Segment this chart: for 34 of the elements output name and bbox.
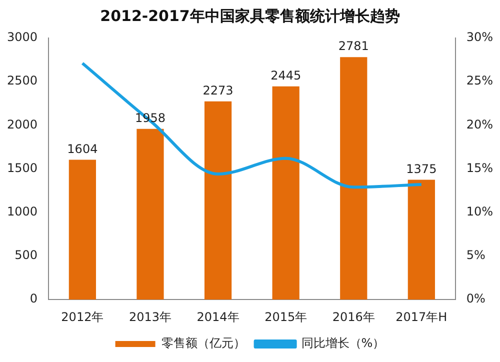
y-tick-label: 1000 xyxy=(6,204,38,219)
y2-tick-label: 5% xyxy=(466,248,486,262)
bar xyxy=(204,101,232,300)
y2-tick-label: 0% xyxy=(466,292,486,306)
x-tick-label: 2013年 xyxy=(128,310,172,324)
y-tick-label: 1500 xyxy=(6,160,38,175)
x-tick-label: 2016年 xyxy=(332,310,375,324)
bar xyxy=(136,128,164,300)
y2-tick-label: 20% xyxy=(466,117,493,132)
data-label: 2781 xyxy=(338,39,369,54)
data-label: 2273 xyxy=(202,84,234,98)
data-label: 1375 xyxy=(406,162,437,176)
bar xyxy=(272,86,300,300)
data-label: 2445 xyxy=(270,68,302,83)
bar xyxy=(340,57,368,300)
y-tick-label: 2000 xyxy=(6,117,38,132)
x-tick-label: 2017年H xyxy=(396,310,448,324)
y2-tick-label: 25% xyxy=(466,74,493,88)
y-tick-label: 2500 xyxy=(6,74,38,88)
y2-tick-label: 30% xyxy=(466,30,493,44)
y-tick-label: 500 xyxy=(14,248,38,262)
y-tick-label: 0 xyxy=(30,292,38,306)
x-tick-label: 2015年 xyxy=(264,310,308,324)
legend-label: 零售额（亿元） xyxy=(161,336,246,350)
y2-tick-label: 10% xyxy=(466,204,493,219)
bar xyxy=(408,180,435,300)
chart-title: 2012-2017年中国家具零售额统计增长趋势 xyxy=(100,6,400,25)
x-tick-label: 2014年 xyxy=(196,310,240,324)
bar xyxy=(68,160,96,300)
x-tick-label: 2012年 xyxy=(61,310,104,324)
y2-tick-label: 15% xyxy=(466,160,493,175)
y-tick-label: 3000 xyxy=(6,30,38,44)
data-label: 1604 xyxy=(67,142,98,156)
legend-label: 同比增长（%） xyxy=(301,336,385,350)
